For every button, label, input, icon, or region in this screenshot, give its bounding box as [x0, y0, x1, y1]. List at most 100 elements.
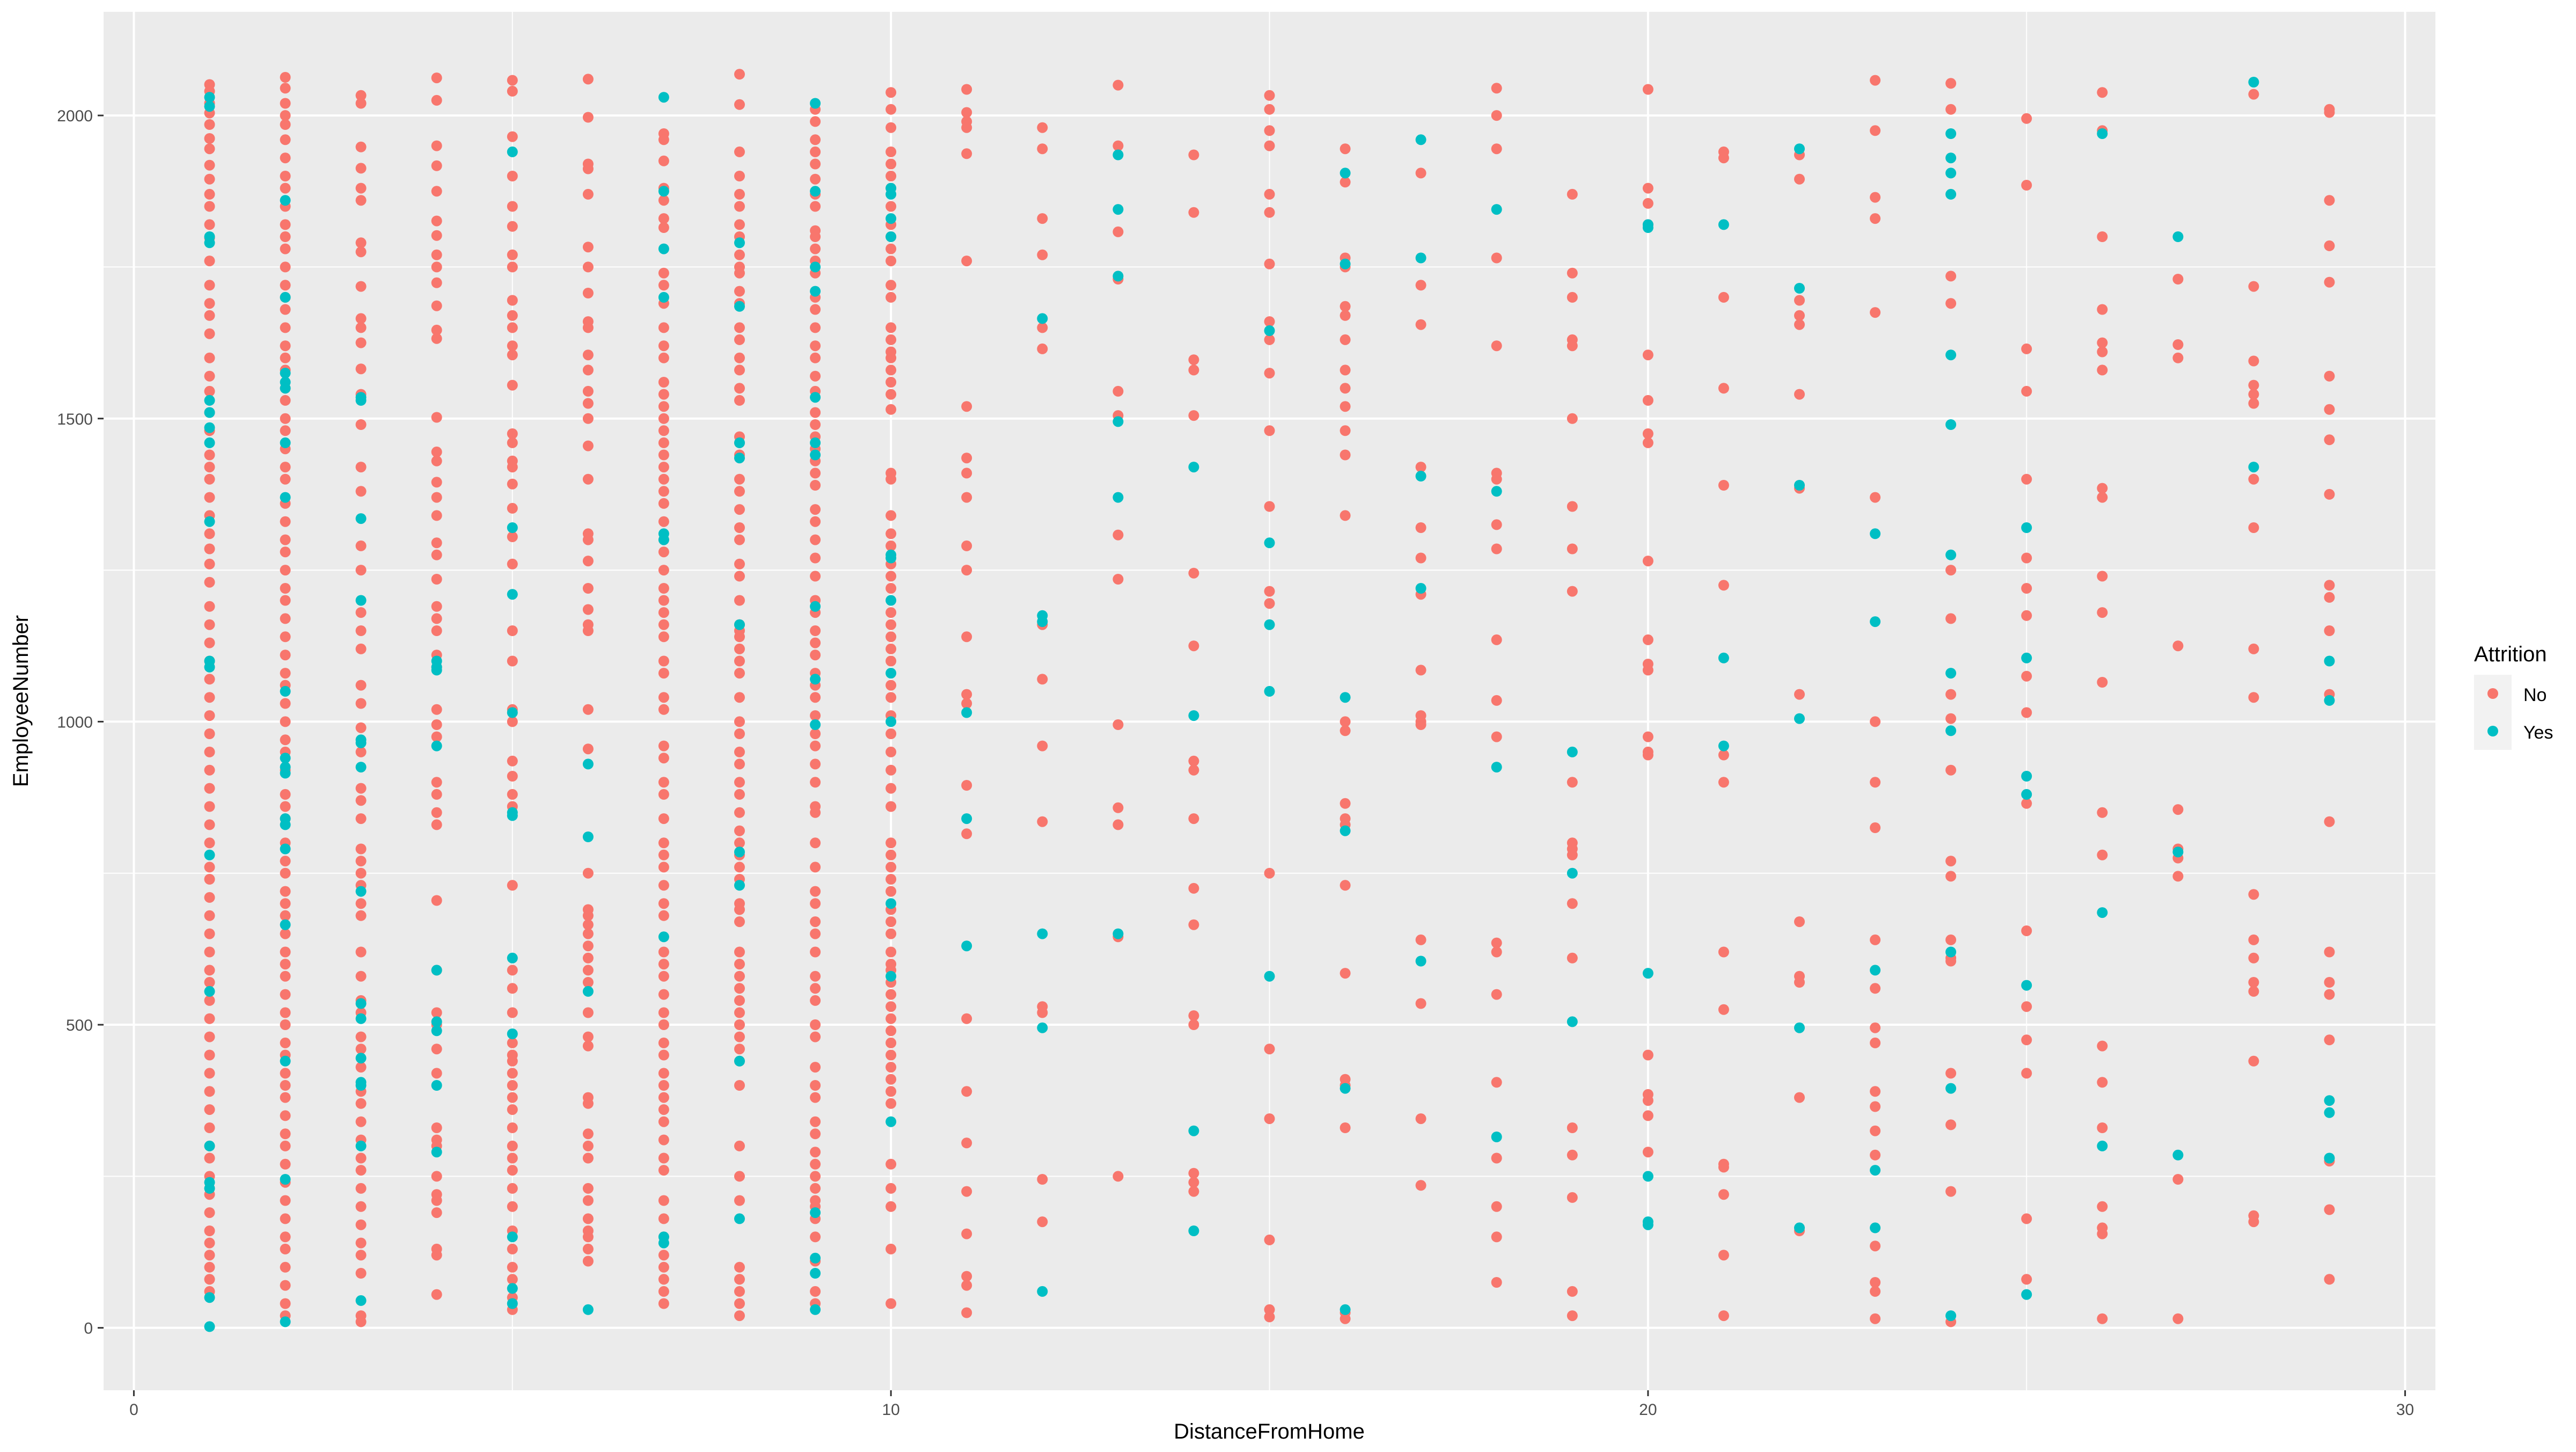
- data-point-no: [734, 1310, 745, 1322]
- data-point-no: [507, 462, 518, 473]
- data-point-no: [961, 828, 972, 840]
- data-point-no: [2097, 1228, 2108, 1239]
- data-point-yes: [961, 813, 972, 824]
- data-point-no: [280, 668, 291, 679]
- data-point-yes: [1037, 313, 1048, 324]
- data-point-no: [507, 1092, 518, 1103]
- data-point-no: [431, 625, 442, 636]
- data-point-no: [961, 401, 972, 412]
- data-point-no: [280, 1128, 291, 1140]
- data-point-no: [204, 159, 215, 171]
- data-point-no: [280, 473, 291, 485]
- data-point-no: [734, 1080, 745, 1091]
- data-point-no: [1945, 565, 1957, 576]
- data-point-no: [1870, 1241, 1881, 1252]
- data-point-no: [1794, 319, 1805, 330]
- data-point-no: [1567, 501, 1578, 512]
- data-point-no: [2248, 952, 2259, 964]
- data-point-no: [885, 377, 897, 388]
- data-point-yes: [658, 243, 669, 254]
- data-point-yes: [1491, 1132, 1502, 1142]
- data-point-no: [885, 643, 897, 654]
- data-point-no: [582, 398, 594, 409]
- data-point-yes: [734, 1213, 745, 1224]
- data-point-no: [2248, 355, 2259, 367]
- data-point-no: [2097, 483, 2108, 494]
- data-point-no: [1340, 334, 1351, 345]
- data-point-no: [810, 637, 821, 648]
- data-point-no: [734, 904, 745, 915]
- data-point-no: [204, 370, 215, 382]
- data-point-yes: [658, 186, 669, 197]
- data-point-no: [658, 655, 669, 667]
- data-point-no: [431, 777, 442, 788]
- data-point-no: [431, 1068, 442, 1079]
- data-point-no: [961, 1137, 972, 1149]
- data-point-no: [1718, 946, 1729, 958]
- data-point-yes: [2021, 1289, 2032, 1300]
- data-point-no: [658, 753, 669, 764]
- data-point-yes: [885, 898, 897, 909]
- data-point-no: [885, 1013, 897, 1024]
- data-point-no: [658, 401, 669, 412]
- data-point-no: [885, 171, 897, 181]
- data-point-no: [1188, 1177, 1199, 1188]
- data-point-no: [658, 462, 669, 473]
- data-point-no: [355, 1316, 367, 1327]
- data-point-no: [355, 195, 367, 206]
- data-point-no: [734, 746, 745, 757]
- data-point-no: [1491, 731, 1502, 742]
- data-point-no: [582, 965, 594, 976]
- data-point-no: [280, 340, 291, 352]
- data-point-no: [658, 1152, 669, 1164]
- data-point-no: [1642, 731, 1653, 742]
- data-point-no: [1567, 777, 1578, 788]
- data-point-no: [2248, 473, 2259, 485]
- data-point-no: [1415, 552, 1426, 564]
- data-point-no: [1794, 310, 1805, 321]
- data-point-no: [204, 558, 215, 570]
- y-tick-label: 2000: [57, 107, 93, 125]
- data-point-no: [280, 98, 291, 109]
- data-point-no: [1264, 334, 1275, 345]
- data-point-yes: [885, 1116, 897, 1127]
- data-point-no: [1491, 989, 1502, 1000]
- data-point-no: [885, 1298, 897, 1309]
- data-point-yes: [885, 716, 897, 727]
- data-point-yes: [2324, 655, 2335, 667]
- data-point-no: [431, 261, 442, 273]
- data-point-no: [1491, 1201, 1502, 1212]
- data-point-no: [1491, 83, 1502, 94]
- data-point-no: [1567, 952, 1578, 964]
- data-point-no: [1794, 977, 1805, 988]
- data-point-yes: [961, 707, 972, 718]
- data-point-no: [1945, 613, 1957, 624]
- data-point-no: [582, 704, 594, 715]
- data-point-no: [280, 1007, 291, 1018]
- data-point-yes: [204, 516, 215, 527]
- data-point-no: [885, 1001, 897, 1012]
- data-point-no: [1037, 122, 1048, 133]
- data-point-no: [1415, 665, 1426, 676]
- data-point-no: [1188, 813, 1199, 824]
- data-point-no: [204, 783, 215, 794]
- data-point-no: [507, 1140, 518, 1151]
- data-point-yes: [431, 1016, 442, 1027]
- data-point-no: [355, 1183, 367, 1194]
- data-point-no: [1567, 267, 1578, 279]
- data-point-yes: [507, 146, 518, 157]
- data-point-no: [810, 971, 821, 982]
- data-point-no: [734, 1261, 745, 1273]
- data-point-no: [734, 643, 745, 654]
- data-point-no: [1113, 79, 1124, 91]
- data-point-no: [885, 1098, 897, 1109]
- data-point-yes: [810, 1207, 821, 1218]
- data-point-no: [507, 1068, 518, 1079]
- data-point-yes: [507, 1298, 518, 1309]
- data-point-no: [1188, 1186, 1199, 1197]
- data-point-no: [1945, 856, 1957, 867]
- data-point-no: [734, 486, 745, 497]
- data-point-no: [734, 758, 745, 770]
- data-point-no: [658, 413, 669, 424]
- data-point-yes: [204, 92, 215, 103]
